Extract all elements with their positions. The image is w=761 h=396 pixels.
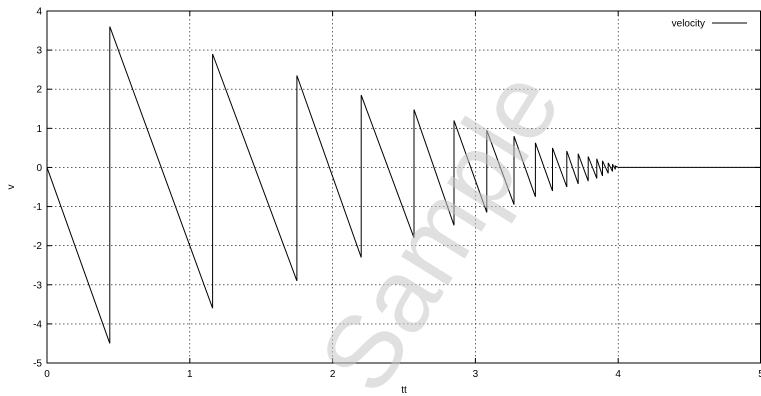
- x-tick-label: 5: [758, 369, 761, 380]
- y-tick-label: -5: [33, 359, 42, 370]
- tick-marks: [46, 10, 761, 364]
- y-tick-label: 1: [36, 124, 42, 135]
- tick-labels: 0 1 2 3 4 5 -5 -4 -3 -2 -1 0 1 2 3 4: [33, 7, 761, 381]
- grid-lines: [47, 11, 761, 363]
- x-tick-label: 0: [44, 369, 50, 380]
- y-tick-label: -4: [33, 319, 42, 330]
- series-lines: [46, 26, 761, 344]
- x-tick-label: 4: [615, 369, 621, 380]
- sample-watermark: Sample: [298, 51, 583, 396]
- y-axis-label: v: [6, 185, 17, 190]
- y-tick-label: -1: [33, 202, 42, 213]
- y-tick-label: 0: [36, 163, 42, 174]
- y-tick-label: -2: [33, 241, 42, 252]
- y-tick-label: 2: [36, 85, 42, 96]
- legend: velocity: [672, 19, 747, 30]
- y-tick-label: -3: [33, 280, 42, 291]
- y-tick-label: 4: [36, 7, 42, 18]
- legend-label: velocity: [672, 19, 705, 30]
- x-tick-label: 1: [187, 369, 193, 380]
- series-line-velocity: [46, 26, 761, 344]
- x-tick-label: 2: [330, 369, 336, 380]
- x-tick-label: 3: [473, 369, 479, 380]
- x-axis-label: tt: [401, 385, 407, 396]
- y-tick-label: 3: [36, 46, 42, 57]
